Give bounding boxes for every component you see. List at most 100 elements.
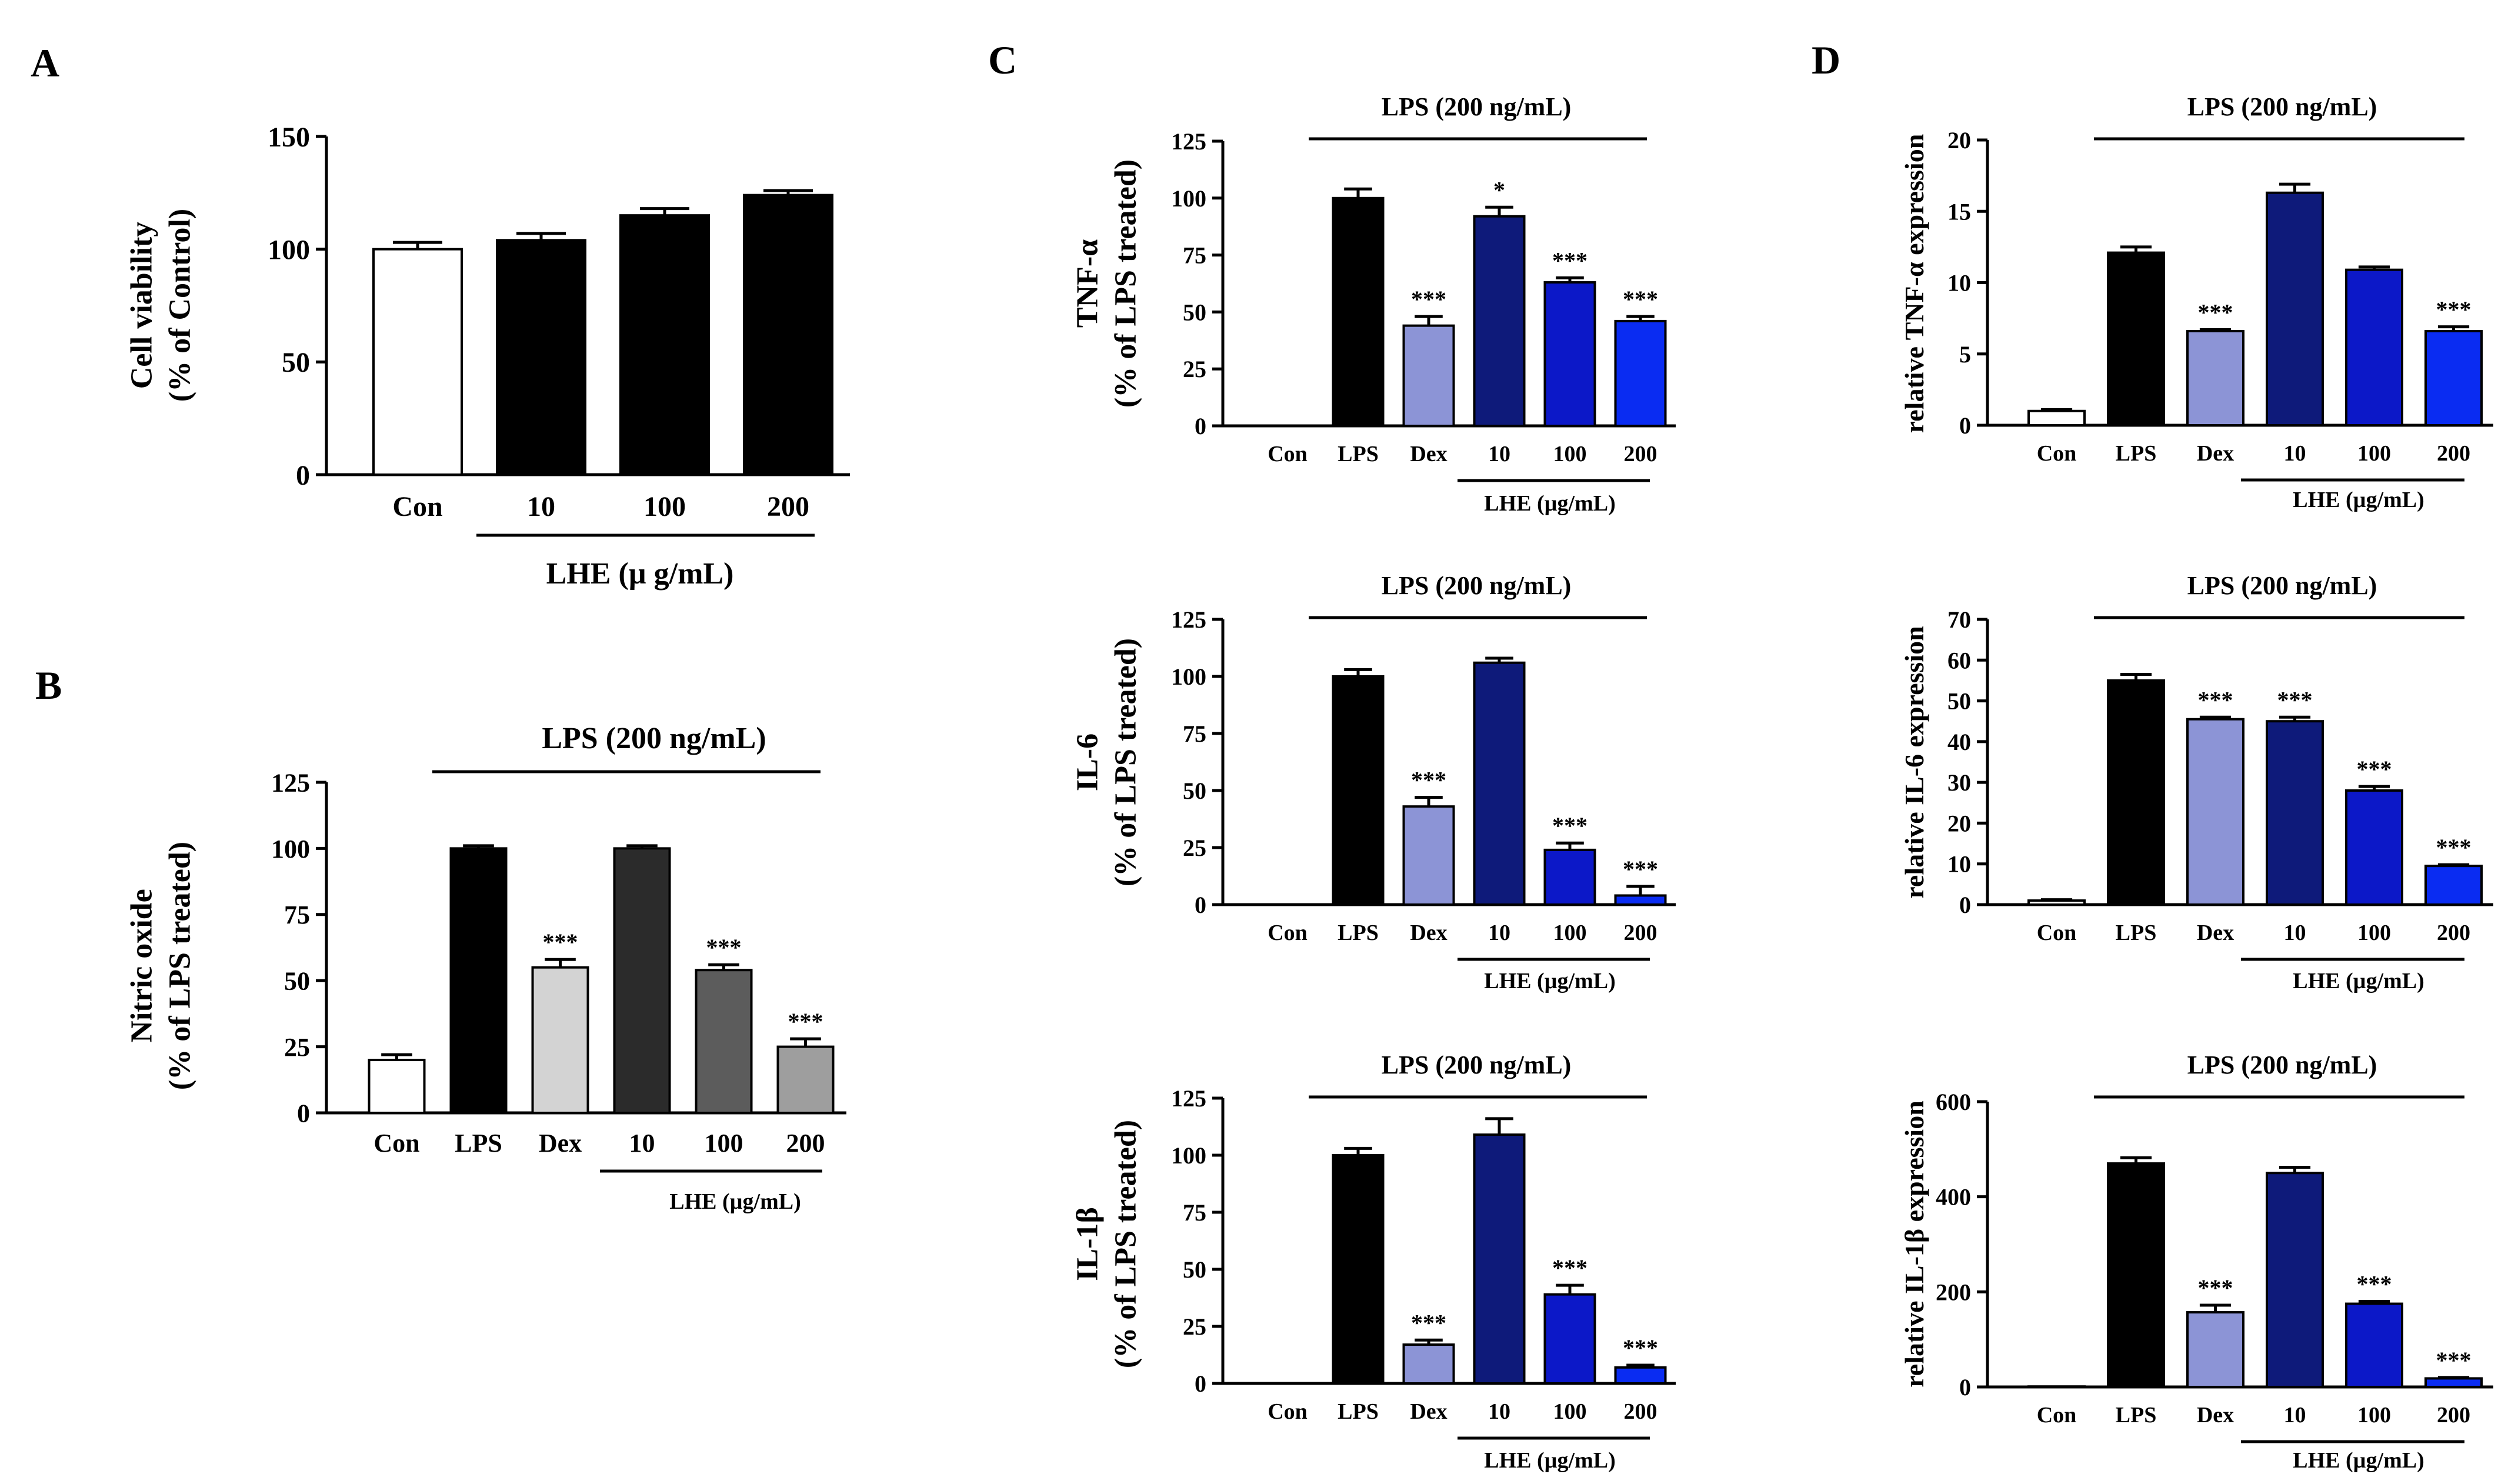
y-tick-label: 75 [1183,1199,1206,1226]
y-tick-label: 25 [1183,1313,1206,1340]
significance-marker: *** [2436,834,2472,861]
y-tick-label: 75 [1183,721,1206,747]
bar [368,1059,426,1114]
significance-marker: *** [2198,686,2233,713]
x-tick-label: 10 [2284,441,2306,466]
chart-panel-7: 0 200 400 600 relative IL-1β expression Con LP… [1899,1051,2493,1473]
significance-marker: *** [2357,1271,2392,1298]
y-tick-label: 5 [1959,341,1971,368]
y-axis-label: (% of LPS treated) [1109,159,1143,408]
chart-panel-6: 0 10 20 30 40 50 60 70 relative IL-6 expression C… [1899,571,2493,993]
y-tick-label: 40 [1947,729,1971,755]
x-tick-label: Dex [1410,1399,1447,1424]
y-tick-label: 125 [1171,1085,1206,1112]
x-tick-label: 100 [1553,921,1587,945]
significance-marker: * [1493,176,1505,203]
significance-marker: *** [1552,812,1587,839]
y-tick-label: 60 [1947,647,1971,673]
lhe-bracket-label: LHE (µg/mL) [1484,1448,1616,1473]
x-tick-label: LPS [1338,921,1379,945]
y-axis-label: Nitric oxide [125,889,159,1042]
lhe-bracket-label: LHE (µg/mL) [1484,969,1616,993]
bar [2266,720,2324,906]
significance-marker: *** [1552,247,1587,274]
x-tick-label: LPS [455,1129,502,1158]
bar [1614,894,1667,906]
y-axis-label: Cell viability [125,222,159,389]
y-tick-label: 50 [1947,688,1971,715]
lhe-bracket-label: LHE (µg/mL) [2293,969,2424,993]
lhe-bracket-label: LHE (µ g/mL) [546,557,734,591]
lps-bracket-label: LPS (200 ng/mL) [1382,571,1572,600]
y-axis-label: (% of Control) [164,209,197,402]
y-tick-label: 0 [1959,412,1971,439]
bar [2345,268,2403,426]
significance-marker: *** [1552,1255,1587,1281]
x-tick-label: Con [373,1129,419,1158]
bar [1543,1293,1596,1385]
x-tick-label: Dex [1410,921,1447,945]
x-tick-label: 10 [629,1129,655,1158]
y-tick-label: 50 [1183,299,1206,325]
significance-marker: *** [1623,1335,1658,1361]
significance-marker: *** [1411,1309,1446,1336]
significance-marker: *** [1623,286,1658,312]
y-tick-label: 0 [297,1099,310,1128]
lhe-bracket-label: LHE (µg/mL) [1484,491,1616,516]
significance-marker: *** [1623,856,1658,882]
bar [2107,679,2165,906]
x-tick-label: 100 [1553,442,1587,466]
x-tick-label: 100 [2357,1403,2391,1428]
x-tick-label: Con [1268,442,1308,466]
y-tick-label: 30 [1947,769,1971,796]
x-tick-label: 10 [527,491,555,522]
y-tick-label: 15 [1947,198,1971,225]
x-tick-label: Dex [539,1129,582,1158]
y-axis-label: (% of LPS treated) [1109,1120,1143,1368]
significance-marker: *** [788,1008,823,1035]
x-tick-label: 100 [2357,921,2391,945]
x-tick-label: Dex [1410,442,1447,466]
x-tick-label: 10 [1488,1399,1510,1424]
significance-marker: *** [2436,296,2472,323]
bar [743,194,833,476]
lps-bracket-label: LPS (200 ng/mL) [1382,92,1572,121]
y-tick-label: 125 [271,768,310,797]
x-tick-label: Con [2037,1403,2077,1428]
bar [1402,324,1455,428]
bar [2424,1377,2483,1388]
bar [2266,1172,2324,1388]
bar [619,214,710,476]
significance-marker: *** [543,929,578,955]
bar [1473,1133,1526,1385]
lps-bracket-label: LPS (200 ng/mL) [2187,571,2377,600]
x-tick-label: 100 [2357,441,2391,466]
y-tick-label: 75 [1183,242,1206,269]
y-axis-label: relative TNF-α expression [1899,134,1929,433]
chart-D: D 0 5 10 15 20 relative TNF-α expression Con LPS… [1812,38,2493,512]
bar [2107,251,2165,426]
x-tick-label: Con [392,491,442,522]
bar [2424,329,2483,427]
bar [372,248,463,476]
x-tick-label: Dex [2197,441,2234,466]
bar [2345,789,2403,906]
panel-letter: D [1812,38,1840,82]
x-tick-label: 200 [1624,921,1657,945]
lps-bracket-label: LPS (200 ng/mL) [2187,1051,2377,1079]
x-tick-label: LPS [1338,1399,1379,1424]
significance-marker: *** [1411,767,1446,793]
lhe-bracket-label: LHE (µg/mL) [2293,488,2424,512]
x-tick-label: 200 [767,491,809,522]
significance-marker: *** [2357,756,2392,782]
y-tick-label: 75 [284,901,310,929]
y-tick-label: 125 [1171,128,1206,155]
bar [2027,1385,2086,1388]
y-axis-label: relative IL-1β expression [1899,1101,1929,1388]
chart-A: A 0 50 100 150 Cell viability (% of Control) Co… [31,41,850,591]
y-tick-label: 10 [1947,270,1971,296]
y-tick-label: 50 [282,347,310,378]
lps-bracket-label: LPS (200 ng/mL) [1382,1051,1572,1079]
x-tick-label: 100 [643,491,686,522]
bar [2186,718,2244,906]
